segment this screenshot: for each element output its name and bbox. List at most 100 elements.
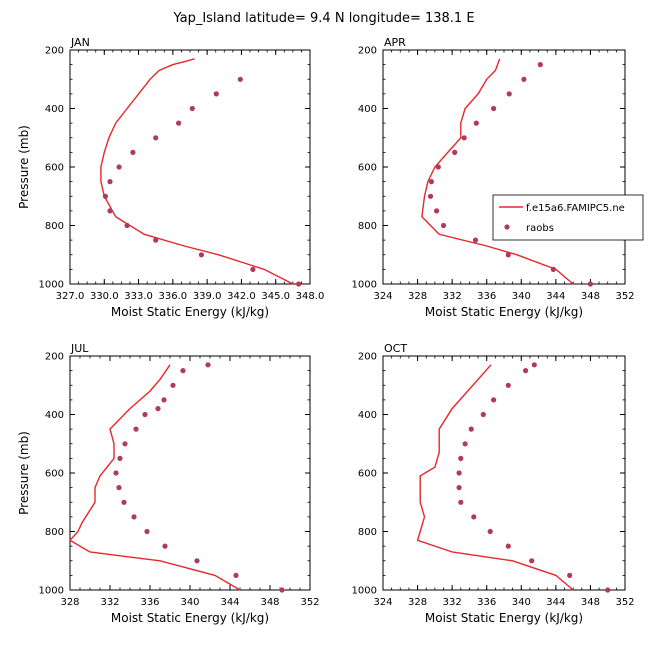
x-axis-title: Moist Static Energy (kJ/kg): [425, 305, 583, 319]
y-tick-label: 600: [358, 163, 377, 174]
obs-point: [487, 528, 493, 535]
y-tick-label: 800: [45, 221, 64, 232]
obs-point: [473, 120, 479, 126]
obs-point: [435, 164, 441, 170]
obs-point: [505, 252, 511, 258]
obs-point: [155, 406, 161, 412]
obs-point: [107, 179, 113, 185]
legend-obs-label: raobs: [526, 223, 554, 234]
x-tick-label: 332: [443, 597, 462, 608]
x-tick-label: 340: [512, 291, 531, 302]
obs-point: [124, 222, 130, 229]
obs-point: [472, 237, 479, 243]
obs-point: [144, 528, 150, 535]
y-tick-label: 400: [358, 410, 377, 421]
obs-point: [170, 382, 176, 388]
x-tick-label: 352: [615, 291, 634, 302]
obs-point: [456, 470, 462, 476]
obs-point: [428, 179, 434, 185]
obs-point: [205, 362, 211, 368]
obs-point: [468, 426, 474, 432]
obs-point: [537, 62, 543, 68]
obs-point: [153, 135, 159, 141]
series-line-model: [100, 58, 294, 285]
plot-frame: [382, 49, 626, 285]
y-tick-label: 1000: [39, 586, 64, 597]
obs-point: [491, 397, 497, 403]
obs-point: [180, 368, 186, 374]
x-tick-label: 336: [477, 291, 496, 302]
y-tick-label: 200: [358, 46, 377, 57]
panel-oct: OCT 324 328 332 336 340 344 348 352 200 400 600 800 1…: [352, 342, 635, 625]
legend: f.e15a6.FAMIPC5.ne raobs: [492, 194, 644, 241]
y-tick-label: 200: [45, 352, 64, 363]
plot-frame: [382, 355, 626, 591]
y-tick-label: 200: [358, 352, 377, 363]
x-tick-label: 330.0: [90, 291, 119, 302]
obs-point: [131, 514, 137, 520]
legend-box: [492, 194, 644, 241]
obs-point: [434, 208, 440, 214]
obs-point: [458, 455, 464, 461]
x-tick-label: 344: [220, 597, 239, 608]
obs-point: [116, 164, 122, 170]
obs-point: [456, 485, 462, 491]
obs-point: [461, 135, 467, 141]
y-tick-label: 600: [358, 469, 377, 480]
x-tick-label: 340: [512, 597, 531, 608]
obs-point: [605, 587, 611, 593]
obs-point: [471, 514, 477, 520]
x-tick-label: 352: [615, 597, 634, 608]
plot-frame: [69, 355, 311, 591]
obs-point: [506, 91, 512, 97]
obs-point: [480, 411, 486, 418]
x-tick-label: 336: [140, 597, 159, 608]
y-tick-label: 800: [45, 527, 64, 538]
x-tick-label: 336.0: [159, 291, 188, 302]
y-tick-label: 800: [358, 221, 377, 232]
obs-point: [121, 499, 127, 505]
obs-point: [523, 368, 529, 374]
legend-marker-swatch: [504, 224, 510, 230]
obs-point: [162, 543, 168, 549]
obs-point: [505, 382, 511, 388]
obs-point: [142, 411, 148, 418]
obs-point: [505, 543, 511, 549]
obs-point: [176, 120, 182, 126]
y-tick-label: 600: [45, 469, 64, 480]
y-tick-label: 400: [45, 104, 64, 115]
obs-point: [122, 441, 128, 447]
legend-model-label: f.e15a6.FAMIPC5.ne: [526, 203, 625, 214]
x-tick-label: 344: [546, 597, 565, 608]
chart-title: Yap_Island latitude= 9.4 N longitude= 13…: [172, 11, 474, 26]
obs-point: [440, 222, 447, 229]
x-tick-label: 332: [443, 291, 462, 302]
y-tick-label: 200: [45, 46, 64, 57]
obs-point: [531, 362, 537, 368]
x-tick-label: 324: [373, 291, 392, 302]
obs-point: [161, 397, 167, 403]
y-tick-label: 400: [45, 410, 64, 421]
y-tick-label: 600: [45, 163, 64, 174]
x-tick-label: 328: [60, 597, 79, 608]
obs-point: [550, 266, 556, 272]
x-tick-label: 348: [581, 291, 600, 302]
x-tick-label: 352: [300, 597, 319, 608]
x-tick-label: 328: [408, 597, 427, 608]
obs-point: [102, 193, 108, 199]
x-tick-label: 324: [373, 597, 392, 608]
x-tick-label: 332: [100, 597, 119, 608]
y-tick-label: 800: [358, 527, 377, 538]
x-axis-title: Moist Static Energy (kJ/kg): [111, 611, 269, 625]
panel-apr: APR 324 328 332 336 340 344 348 352 200 400 600 800 1…: [352, 36, 635, 319]
obs-point: [250, 266, 256, 272]
y-tick-label: 1000: [352, 586, 377, 597]
x-tick-label: 340: [180, 597, 199, 608]
obs-point: [189, 105, 195, 112]
x-tick-label: 336: [477, 597, 496, 608]
obs-point: [153, 237, 159, 243]
obs-point: [529, 558, 535, 564]
x-tick-label: 348: [260, 597, 279, 608]
obs-point: [194, 558, 200, 564]
obs-point: [521, 76, 527, 82]
